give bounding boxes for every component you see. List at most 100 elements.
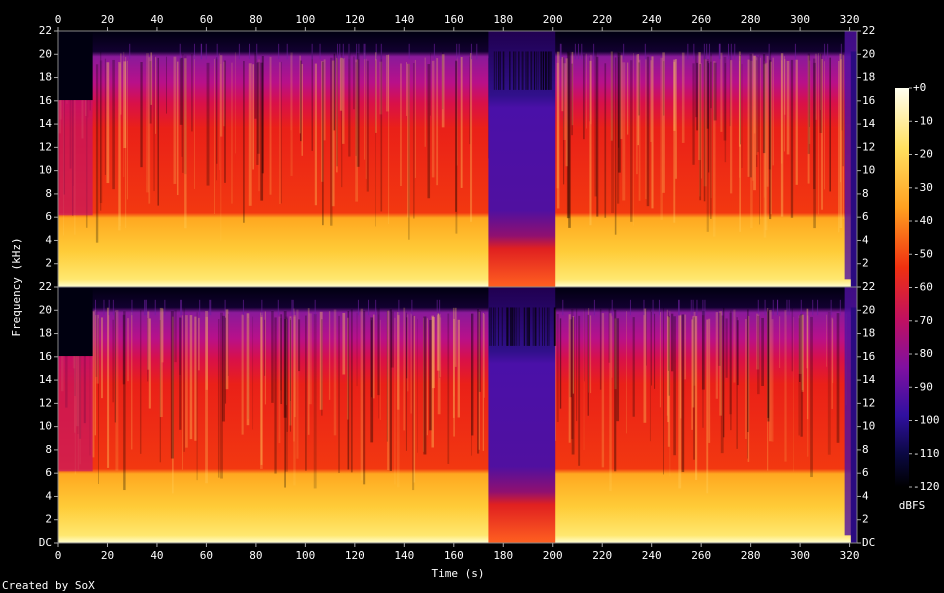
y-tick-label: 18 <box>39 327 52 340</box>
texture <box>337 43 339 60</box>
texture <box>638 59 641 201</box>
texture <box>223 61 225 127</box>
texture <box>490 307 492 346</box>
x-tick-label: 320 <box>840 549 860 562</box>
x-tick-label: 160 <box>444 13 464 26</box>
texture <box>638 62 640 116</box>
texture <box>831 317 833 409</box>
texture <box>104 58 107 175</box>
texture <box>663 307 664 475</box>
y-tick-label: 6 <box>45 210 52 223</box>
texture <box>801 314 805 393</box>
texture <box>333 309 337 436</box>
texture <box>509 51 511 90</box>
y-tick-label: 18 <box>862 71 875 84</box>
texture <box>840 43 842 60</box>
texture <box>784 59 786 115</box>
texture <box>406 62 407 116</box>
texture <box>455 61 458 234</box>
texture <box>280 318 282 391</box>
texture <box>549 51 551 90</box>
texture <box>458 43 460 60</box>
texture <box>702 309 704 428</box>
texture <box>321 319 323 416</box>
texture <box>489 307 491 346</box>
y-tick-label: 2 <box>862 513 869 526</box>
y-tick-label: 6 <box>862 466 869 479</box>
texture <box>574 43 576 60</box>
texture <box>571 51 574 126</box>
texture <box>348 43 350 60</box>
y-tick-label: 8 <box>45 187 52 200</box>
texture <box>593 299 595 316</box>
texture <box>741 63 743 168</box>
texture <box>131 299 133 316</box>
texture <box>293 308 295 442</box>
texture <box>388 54 390 224</box>
texture <box>539 51 541 90</box>
colorbar-label: dBFS <box>899 499 926 512</box>
texture <box>829 57 832 192</box>
texture <box>616 52 620 204</box>
y-tick-label: DC <box>862 536 875 549</box>
texture <box>730 310 732 431</box>
texture <box>289 316 292 426</box>
texture <box>554 307 556 346</box>
texture <box>698 52 701 161</box>
texture <box>693 311 696 386</box>
texture <box>363 310 366 485</box>
texture <box>535 51 537 90</box>
colorbar-tick-label: +0 <box>913 81 926 94</box>
texture <box>527 307 529 346</box>
x-tick-label: 300 <box>790 549 810 562</box>
texture <box>285 318 287 406</box>
texture <box>470 43 472 60</box>
y-tick-label: 12 <box>39 396 52 409</box>
texture <box>608 308 611 363</box>
texture <box>563 57 565 185</box>
y-tick-label: 8 <box>862 187 869 200</box>
texture <box>696 299 698 316</box>
texture <box>559 318 562 409</box>
texture <box>216 57 217 181</box>
texture <box>702 299 704 316</box>
texture <box>827 43 829 60</box>
texture <box>695 316 698 480</box>
texture <box>106 62 110 184</box>
texture <box>578 43 580 60</box>
texture <box>394 317 396 485</box>
texture <box>658 299 660 316</box>
texture <box>563 63 566 140</box>
texture <box>396 314 400 488</box>
x-tick-label: 180 <box>493 13 513 26</box>
texture <box>339 43 341 60</box>
texture <box>413 62 415 219</box>
texture <box>286 318 288 432</box>
colorbar-tick-label: -80 <box>913 347 933 360</box>
texture <box>355 62 357 156</box>
texture <box>342 312 346 375</box>
texture <box>205 316 209 390</box>
texture <box>501 307 503 346</box>
y-tick-label: 22 <box>39 24 52 37</box>
texture <box>103 299 105 316</box>
texture <box>565 58 568 167</box>
texture <box>439 299 441 316</box>
texture <box>546 51 548 90</box>
texture <box>673 316 676 456</box>
texture <box>498 307 500 346</box>
y-tick-label: 6 <box>862 210 869 223</box>
texture <box>127 318 129 382</box>
texture <box>424 57 426 147</box>
texture <box>493 307 495 346</box>
texture <box>258 59 260 192</box>
colorbar <box>895 88 909 487</box>
texture <box>423 316 427 455</box>
texture <box>518 307 520 346</box>
texture <box>290 319 292 432</box>
texture <box>261 55 264 174</box>
texture <box>189 315 193 440</box>
y-tick-label: 10 <box>39 420 52 433</box>
